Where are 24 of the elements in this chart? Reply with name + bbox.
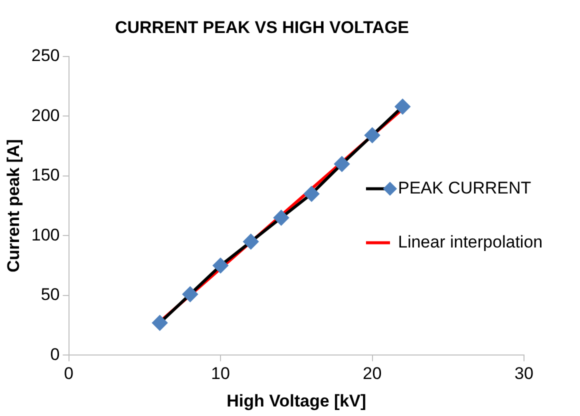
point: [304, 186, 320, 202]
point: [364, 128, 380, 143]
point: [152, 315, 168, 330]
point: [395, 99, 410, 114]
x-axis-title: High Voltage [kV]: [226, 391, 366, 410]
point: [213, 258, 228, 274]
y-axis-title: Current peak [A]: [4, 139, 23, 272]
y-tick-label: 150: [31, 166, 60, 185]
y-tick-label: 100: [31, 225, 60, 244]
y-tick-label: 200: [31, 106, 60, 125]
y-tick-label: 250: [31, 46, 60, 66]
point: [243, 234, 258, 250]
point: [182, 286, 198, 302]
y-tick-label: 0: [50, 344, 60, 364]
y-tick-label: 50: [40, 285, 60, 304]
chart-title: CURRENT PEAK VS HIGH VOLTAGE: [114, 18, 410, 37]
legend-label: Linear interpolation: [398, 232, 543, 252]
x-tick-label: 20: [362, 364, 382, 384]
point: [274, 210, 289, 226]
x-tick-label: 30: [514, 364, 534, 384]
x-tick-label: 10: [211, 364, 230, 384]
x-tick-label: 0: [64, 364, 74, 384]
point: [334, 156, 350, 172]
legend-label: PEAK CURRENT: [398, 178, 532, 198]
